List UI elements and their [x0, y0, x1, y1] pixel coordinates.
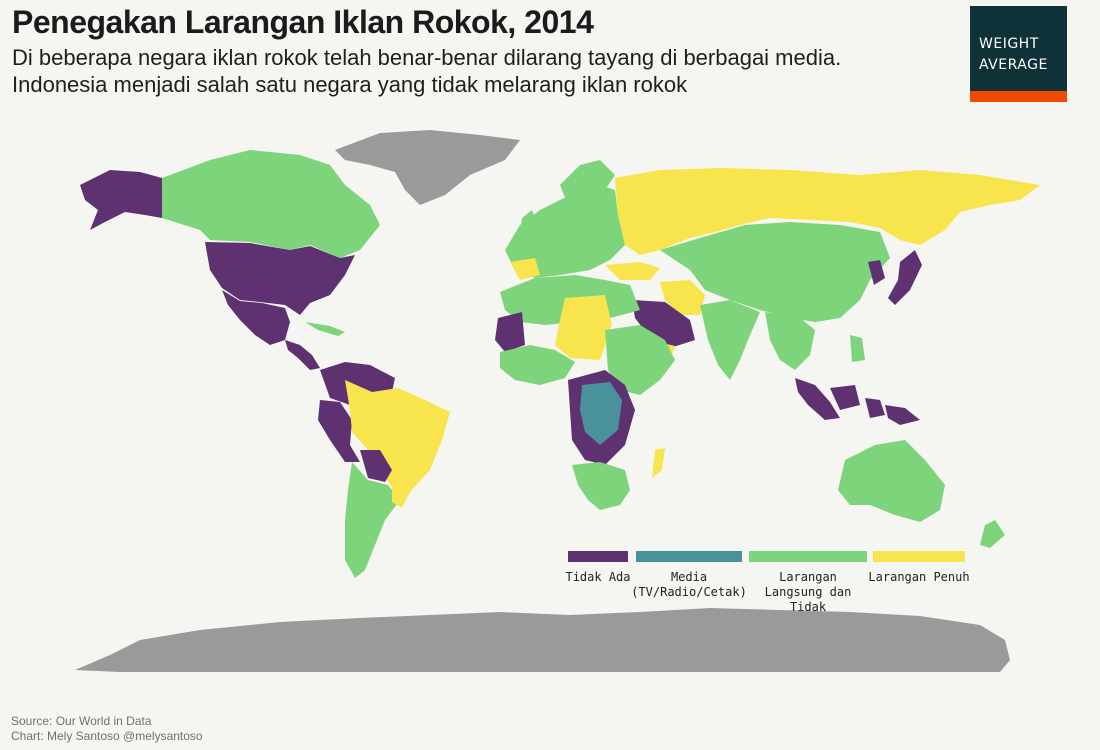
region-new-zealand	[980, 520, 1005, 548]
logo-line-1: WEIGHT	[979, 36, 1039, 52]
region-east-africa	[605, 325, 675, 395]
region-sahel-yellow	[555, 295, 612, 360]
region-madagascar	[652, 448, 665, 478]
region-peru	[318, 400, 360, 462]
region-turkey	[605, 262, 660, 280]
footer-source: Source: Our World in Data	[11, 714, 152, 728]
region-argentina	[345, 462, 400, 578]
legend-label-tidak-ada: Tidak Ada	[565, 570, 631, 584]
region-west-africa-purple	[495, 312, 525, 352]
subtitle-line-1: Di beberapa negara iklan rokok telah ben…	[12, 45, 842, 70]
legend-label-media: Media (TV/Radio/Cetak)	[631, 570, 747, 599]
region-usa	[205, 242, 355, 315]
region-uruguay	[392, 488, 410, 508]
region-iberia	[510, 258, 540, 280]
region-indonesia-borneo	[830, 385, 860, 410]
region-alaska	[80, 170, 162, 230]
region-se-asia	[765, 312, 815, 370]
region-philippines	[850, 335, 865, 362]
region-scandinavia	[560, 160, 615, 210]
region-korea	[868, 260, 885, 285]
chart-subtitle: Di beberapa negara iklan rokok telah ben…	[12, 44, 962, 98]
region-australia	[838, 440, 945, 522]
region-japan	[888, 250, 922, 305]
subtitle-line-2: Indonesia menjadi salah satu negara yang…	[12, 72, 688, 97]
chart-title: Penegakan Larangan Iklan Rokok, 2014	[12, 4, 594, 40]
footer-credit: Chart: Mely Santoso @melysantoso	[11, 729, 203, 743]
legend-swatch-larangan	[749, 551, 867, 562]
region-central-america	[285, 340, 320, 370]
region-caribbean	[305, 322, 345, 336]
legend-swatch-larangan-penuh	[873, 551, 965, 562]
legend-swatch-media	[636, 551, 742, 562]
region-indonesia-west	[795, 378, 840, 420]
region-iran	[660, 280, 705, 315]
region-europe	[505, 185, 625, 278]
legend-swatch-tidak-ada	[568, 551, 628, 562]
region-india	[700, 300, 760, 380]
region-drc-teal	[580, 382, 622, 445]
region-southern-africa	[572, 462, 630, 510]
legend-label-larangan-penuh: Larangan Penuh	[868, 570, 970, 584]
region-china	[660, 222, 890, 322]
region-brazil	[345, 380, 450, 492]
region-west-africa-green	[500, 345, 575, 385]
region-russia	[615, 168, 1040, 255]
region-png	[885, 405, 920, 425]
logo-accent-bar	[970, 91, 1067, 102]
region-bolivia	[360, 450, 392, 482]
logo-line-2: AVERAGE	[979, 57, 1048, 73]
region-mexico	[222, 290, 290, 345]
region-greenland	[335, 130, 520, 205]
region-indonesia-east	[865, 398, 885, 418]
region-uk	[520, 210, 538, 235]
region-canada	[162, 150, 380, 258]
region-antarctica	[75, 608, 1010, 672]
legend-label-larangan: Larangan Langsung dan Tidak	[764, 570, 852, 614]
region-saudi	[632, 300, 695, 348]
weight-average-logo: WEIGHT AVERAGE	[970, 6, 1067, 102]
